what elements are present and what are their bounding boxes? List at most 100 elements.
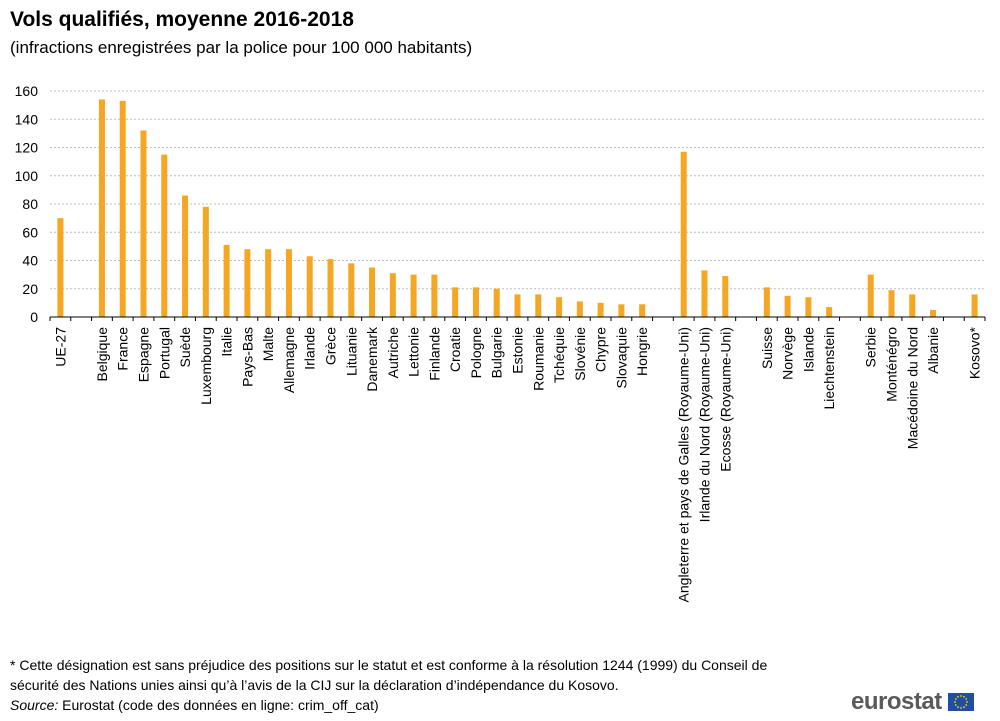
x-tick-label: Liechtenstein [821, 327, 837, 410]
y-tick-label: 0 [30, 309, 38, 325]
bar [597, 302, 604, 317]
bar [98, 99, 105, 317]
bar [784, 295, 791, 317]
x-tick-label: Macédoine du Nord [904, 327, 920, 449]
x-tick-label: Tchéquie [551, 327, 567, 383]
x-tick-label: Slovaquie [613, 327, 629, 389]
bar [805, 297, 812, 317]
bar [888, 290, 895, 317]
x-tick-label: Albanie [925, 327, 941, 374]
bar [182, 195, 189, 317]
eu-flag-icon [947, 693, 974, 711]
x-tick-label: Slovénie [572, 327, 588, 381]
x-tick-label: Angleterre et pays de Galles (Royaume-Un… [676, 327, 692, 602]
x-tick-label: Islande [800, 327, 816, 372]
logo-text: eurostat [851, 688, 942, 715]
x-tick-label: Estonie [510, 327, 526, 374]
y-tick-label: 120 [15, 140, 39, 156]
gridlines [50, 90, 985, 290]
x-tick-label: Espagne [136, 327, 152, 382]
x-tick-label: Finlande [426, 327, 442, 381]
x-tick-label: Grèce [323, 327, 339, 365]
source-note: Source: Eurostat (code des données en li… [10, 697, 379, 713]
bar [119, 100, 126, 317]
x-tick-label: Serbie [863, 327, 879, 368]
bar [618, 304, 625, 317]
bar [680, 151, 687, 317]
axes [49, 316, 986, 321]
x-tick-label: UE-27 [52, 327, 68, 367]
y-tick-label: 140 [15, 111, 39, 127]
bar [556, 297, 563, 317]
bar [410, 274, 417, 317]
x-tick-label: Portugal [156, 327, 172, 379]
bar [327, 259, 334, 317]
y-tick-label: 40 [22, 253, 38, 269]
bar [452, 287, 459, 317]
x-tick-label: Luxembourg [198, 327, 214, 405]
bar [244, 249, 251, 317]
x-tick-label: Autriche [385, 327, 401, 379]
footnote: * Cette désignation est sans préjudice d… [10, 657, 768, 693]
y-tick-label: 160 [15, 83, 39, 99]
bar [285, 249, 292, 317]
x-tick-label: Malte [260, 327, 276, 361]
x-tick-label: Irlande du Nord (Royaume-Uni) [697, 327, 713, 522]
bar [722, 276, 729, 317]
bar [306, 256, 313, 317]
y-tick-label: 100 [15, 168, 39, 184]
bar [223, 244, 230, 317]
bar-chart: 0 20 40 60 80 100 120 140 160 UE-27 Belgique Franc… [15, 83, 986, 602]
x-tick-label: Lituanie [343, 327, 359, 376]
x-tick-label: Irlande [302, 327, 318, 370]
bar [514, 294, 521, 317]
bar [701, 270, 708, 317]
x-tick-labels: UE-27 Belgique France Espagne Portugal Suède L… [52, 326, 982, 602]
x-tick-label: Norvège [780, 327, 796, 380]
source-label: Source: [10, 697, 59, 713]
chart-title: Vols qualifiés, moyenne 2016-2018 [10, 8, 354, 31]
bar [161, 154, 168, 317]
x-tick-label: Hongrie [634, 327, 650, 376]
bar [867, 274, 874, 317]
bar [57, 218, 64, 317]
x-tick-label: Allemagne [281, 327, 297, 393]
x-tick-label: Pologne [468, 327, 484, 379]
bar [472, 287, 479, 317]
bar [909, 294, 916, 317]
bar [639, 304, 646, 317]
x-tick-label: Kosovo* [967, 326, 983, 379]
bar [389, 273, 396, 317]
bars [57, 99, 978, 317]
x-tick-label: Ecosse (Royaume-Uni) [717, 327, 733, 472]
bar [763, 287, 770, 317]
y-tick-label: 80 [22, 196, 38, 212]
y-tick-label: 20 [22, 281, 38, 297]
y-tick-label: 60 [22, 224, 38, 240]
bar [535, 294, 542, 317]
x-tick-label: Chypre [593, 327, 609, 372]
x-tick-label: Italie [219, 327, 235, 357]
bar [431, 274, 438, 317]
x-tick-label: Belgique [94, 327, 110, 382]
x-tick-label: Monténégro [884, 327, 900, 402]
x-tick-label: Croatie [447, 327, 463, 372]
x-tick-label: Lettonie [406, 327, 422, 377]
x-tick-label: France [115, 327, 131, 371]
bar [348, 263, 355, 317]
eurostat-logo: eurostat [851, 688, 974, 716]
bar [493, 288, 500, 317]
bar [202, 206, 209, 317]
source-text: Eurostat (code des données en ligne: cri… [58, 697, 379, 713]
y-tick-labels: 0 20 40 60 80 100 120 140 160 [15, 83, 39, 325]
x-tick-label: Danemark [364, 326, 380, 392]
bar [140, 130, 147, 317]
x-tick-label: Suisse [759, 327, 775, 369]
bar [576, 301, 583, 317]
bar [265, 249, 272, 317]
chart-subtitle: (infractions enregistrées par la police … [10, 38, 473, 57]
x-tick-label: Suède [177, 327, 193, 368]
x-tick-label: Bulgarie [489, 327, 505, 379]
bar [971, 294, 978, 317]
x-tick-label: Roumanie [530, 327, 546, 391]
